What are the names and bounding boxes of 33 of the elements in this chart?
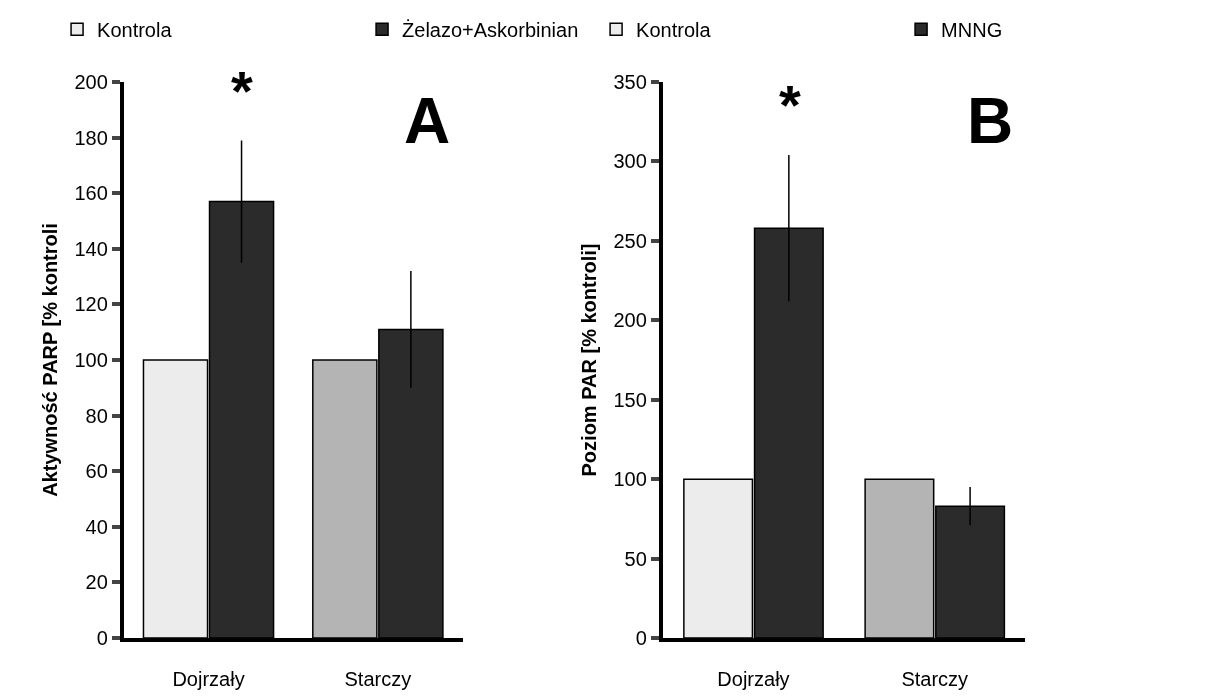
y-tick-label: 60 <box>85 460 108 483</box>
y-tick-label: 20 <box>85 571 108 594</box>
annotation: B <box>967 85 1014 157</box>
y-tick-label: 180 <box>74 126 108 149</box>
y-tick-label: 350 <box>613 71 647 93</box>
legend-label: MNNG <box>941 18 1003 41</box>
x-tick-label: Dojrzały <box>717 668 790 690</box>
x-tick-label: Starczy <box>344 668 412 690</box>
y-axis-title: Aktywność PARP [% kontroli <box>39 223 62 497</box>
legend-label: Kontrola <box>636 18 712 41</box>
y-tick-label: 250 <box>613 229 647 252</box>
y-tick-label: 150 <box>613 388 647 411</box>
y-tick-label: 140 <box>74 237 108 260</box>
x-tick-label: Starczy <box>901 668 969 690</box>
legend-label: Kontrola <box>97 18 173 41</box>
y-tick-label: 80 <box>85 404 108 427</box>
y-tick-label: 120 <box>74 293 108 316</box>
y-tick-label: 200 <box>613 309 647 332</box>
annotation: * <box>231 59 253 122</box>
annotation: * <box>779 73 801 136</box>
x-tick-label: Dojrzały <box>172 668 245 690</box>
y-axis-title: Poziom PAR [% kontroli] <box>578 243 601 477</box>
y-tick-label: 0 <box>96 627 108 649</box>
y-tick-label: 200 <box>74 71 108 93</box>
y-tick-label: 50 <box>624 547 647 570</box>
y-tick-label: 300 <box>613 150 647 173</box>
y-tick-label: 100 <box>613 468 647 491</box>
y-tick-label: 0 <box>635 627 647 649</box>
y-tick-label: 100 <box>74 349 108 371</box>
annotation: A <box>404 85 451 157</box>
legend-label: Żelazo+Askorbinian <box>402 18 579 41</box>
y-tick-label: 160 <box>74 182 108 205</box>
y-tick-label: 40 <box>85 515 108 538</box>
